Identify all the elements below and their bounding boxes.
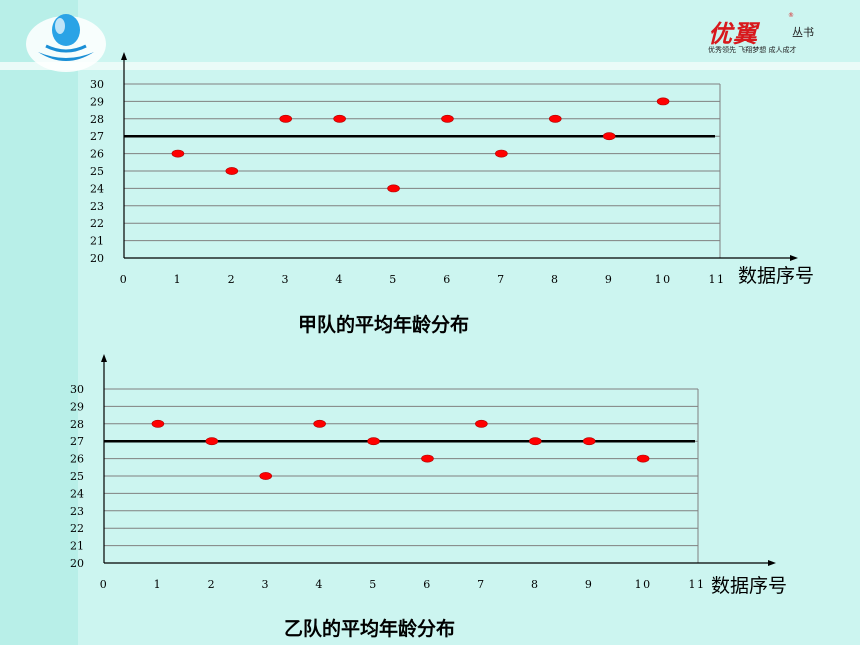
x-tick-label: 3	[261, 578, 270, 591]
team-a-chart-title: 甲队的平均年龄分布	[298, 314, 470, 336]
y-tick-label: 23	[90, 200, 104, 213]
registered-mark: ®	[788, 12, 794, 19]
y-tick-label: 23	[70, 505, 84, 518]
x-axis-arrow	[768, 560, 776, 566]
data-point	[151, 419, 165, 428]
y-tick-label: 26	[70, 453, 84, 466]
x-tick-label: 2	[228, 273, 237, 286]
y-tick-label: 25	[70, 470, 84, 483]
x-tick-label: 7	[497, 273, 506, 286]
brand-series: 丛书	[792, 26, 814, 39]
data-point	[333, 114, 346, 123]
x-tick-label: 0	[120, 273, 129, 286]
y-tick-label: 29	[90, 95, 104, 108]
publisher-logo	[26, 14, 106, 72]
x-tick-label: 10	[635, 578, 652, 591]
x-tick-label: 7	[477, 578, 486, 591]
y-tick-label: 27	[90, 130, 104, 143]
y-tick-label: 22	[70, 522, 84, 535]
x-axis-arrow	[790, 255, 798, 261]
x-tick-label: 8	[531, 578, 540, 591]
x-axis-title: 数据序号	[738, 265, 814, 287]
x-tick-label: 5	[389, 273, 398, 286]
x-tick-label: 3	[281, 273, 290, 286]
data-point	[602, 132, 616, 141]
data-point	[656, 97, 670, 106]
y-tick-label: 20	[70, 557, 84, 570]
y-tick-label: 29	[70, 400, 84, 413]
x-tick-label: 10	[655, 273, 672, 286]
data-point	[441, 114, 454, 123]
x-tick-label: 9	[605, 273, 614, 286]
y-axis-arrow	[121, 52, 127, 60]
data-point	[205, 437, 219, 446]
x-tick-label: 4	[335, 273, 344, 286]
data-point	[495, 149, 508, 158]
y-tick-label: 28	[90, 113, 104, 126]
data-point	[528, 437, 542, 446]
y-tick-label: 26	[90, 148, 104, 161]
x-tick-label: 1	[174, 273, 183, 286]
y-tick-label: 30	[70, 383, 84, 396]
data-point	[387, 184, 400, 193]
y-tick-label: 27	[70, 435, 84, 448]
data-point	[279, 114, 293, 123]
y-axis-arrow	[101, 354, 107, 362]
data-point	[171, 149, 185, 158]
y-tick-label: 21	[70, 540, 84, 553]
x-tick-label: 1	[154, 578, 163, 591]
x-tick-label: 8	[551, 273, 560, 286]
header-band	[0, 62, 860, 70]
y-tick-label: 24	[90, 182, 104, 195]
y-tick-label: 24	[70, 487, 84, 500]
data-point	[421, 454, 434, 463]
x-tick-label: 0	[100, 578, 109, 591]
brand-name: 优翼	[708, 20, 758, 48]
x-tick-label: 9	[585, 578, 594, 591]
x-tick-label: 6	[423, 578, 432, 591]
x-tick-label: 11	[689, 578, 706, 591]
y-tick-label: 30	[90, 78, 104, 91]
data-point	[636, 454, 650, 463]
x-tick-label: 5	[369, 578, 378, 591]
brand-logo: 优翼 ® 丛书 优秀领先 飞翔梦想 成人成才	[708, 12, 848, 62]
data-point	[367, 437, 380, 446]
y-tick-label: 21	[90, 235, 104, 248]
brand-slogan: 优秀领先 飞翔梦想 成人成才	[708, 46, 797, 54]
y-tick-label: 28	[70, 418, 84, 431]
x-axis-title: 数据序号	[711, 575, 787, 597]
x-tick-label: 4	[315, 578, 324, 591]
data-point	[259, 472, 273, 480]
x-tick-label: 2	[208, 578, 217, 591]
y-tick-label: 22	[90, 217, 104, 230]
team-b-chart-title: 乙队的平均年龄分布	[284, 618, 456, 640]
data-point	[548, 114, 562, 123]
data-point	[582, 437, 596, 446]
y-tick-label: 25	[90, 165, 104, 178]
left-decor-strip	[0, 0, 78, 645]
data-point	[225, 167, 239, 175]
data-point	[475, 419, 488, 428]
data-point	[313, 419, 326, 428]
x-tick-label: 11	[709, 273, 726, 286]
y-tick-label: 20	[90, 252, 104, 265]
x-tick-label: 6	[443, 273, 452, 286]
